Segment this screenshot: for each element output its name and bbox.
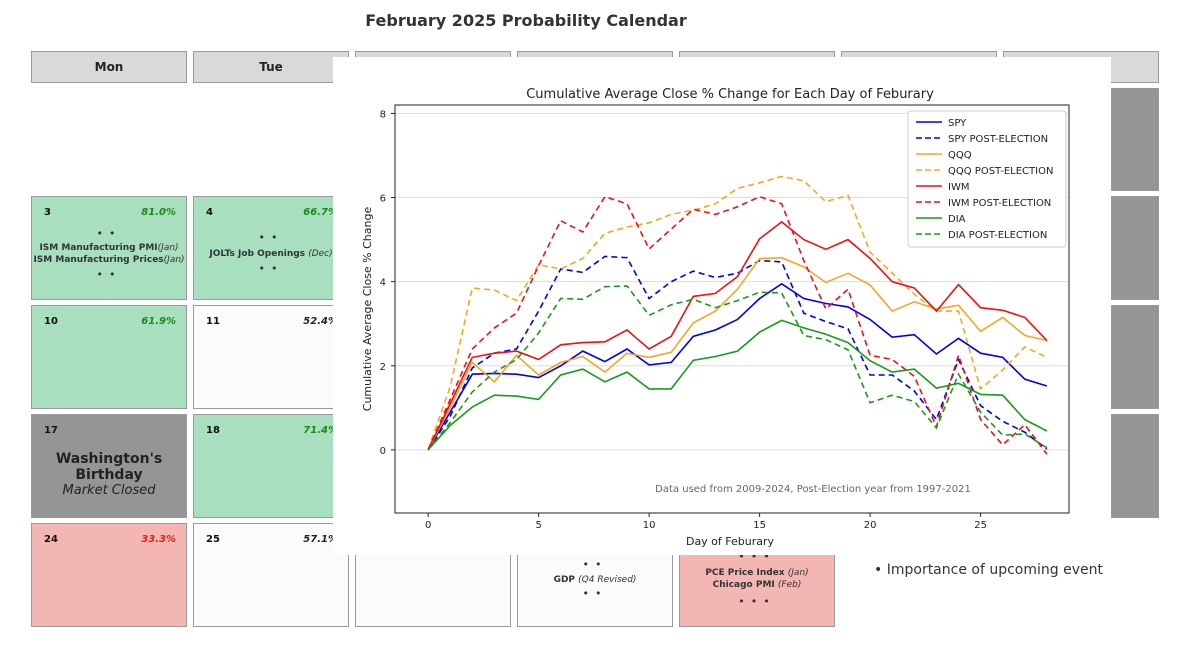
series-line-spy xyxy=(427,282,1048,451)
event-text: GDP (Q4 Revised) xyxy=(553,575,637,585)
calendar-cell xyxy=(1111,305,1159,409)
importance-dots: ••• xyxy=(738,595,776,608)
market-closed-label: Market Closed xyxy=(62,483,156,498)
legend-entry: QQQ POST-ELECTION xyxy=(948,166,1053,177)
series-line-iwm xyxy=(427,220,1048,451)
day-10-cell[interactable]: 10 61.9% xyxy=(31,305,187,409)
importance-dots: •• xyxy=(96,227,122,240)
event-text: ISM Manufacturing PMI(Jan) xyxy=(39,243,179,253)
header-tue: Tue xyxy=(193,51,349,83)
day-number: 25 xyxy=(206,534,220,545)
probability-value: 52.4% xyxy=(303,316,338,327)
probability-value: 66.7% xyxy=(303,207,338,218)
probability-value: 57.1% xyxy=(303,534,338,545)
legend-entry: SPY POST-ELECTION xyxy=(948,134,1048,145)
importance-legend-text: Importance of upcoming event xyxy=(886,562,1103,578)
holiday-label: Washington's Birthday Market Closed xyxy=(32,451,186,498)
header-mon: Mon xyxy=(31,51,187,83)
event-text: JOLTs Job Openings (Dec) xyxy=(209,249,333,259)
x-axis-label: Day of Feburary xyxy=(686,535,775,548)
day-24-cell[interactable]: 24 33.3% xyxy=(31,523,187,627)
series-line-dia xyxy=(427,319,1048,451)
plot-frame xyxy=(394,104,1070,514)
legend-entry: DIA POST-ELECTION xyxy=(948,230,1047,241)
series-line-qqq xyxy=(427,256,1048,451)
day-18-cell[interactable]: 18 71.4% xyxy=(193,414,349,518)
probability-value: 33.3% xyxy=(141,534,176,545)
legend-box xyxy=(907,110,1067,248)
legend-entry: IWM POST-ELECTION xyxy=(948,198,1051,209)
day-3-cell[interactable]: 3 81.0% •• ISM Manufacturing PMI(Jan) IS… xyxy=(31,196,187,300)
event-text: PCE Price Index (Jan) xyxy=(705,568,809,578)
series-line-iwm-post-election xyxy=(427,195,1048,455)
legend-entry: IWM xyxy=(948,182,969,193)
importance-dots: •• xyxy=(582,587,608,600)
x-tick-label: 0 xyxy=(425,520,431,531)
day-17-cell[interactable]: 17 Washington's Birthday Market Closed xyxy=(31,414,187,518)
y-tick-label: 4 xyxy=(380,278,386,289)
x-tick-label: 15 xyxy=(753,520,766,531)
series-line-spy-post-election xyxy=(427,255,1048,451)
legend-entry: SPY xyxy=(948,118,967,129)
y-tick-label: 2 xyxy=(380,362,386,373)
line-chart: Cumulative Average Close % Change for Ea… xyxy=(361,87,1070,548)
y-tick-label: 0 xyxy=(380,446,386,457)
day-number: 11 xyxy=(206,316,220,327)
importance-dots: •• xyxy=(96,268,122,281)
day-number: 17 xyxy=(44,425,58,436)
calendar-cell xyxy=(1111,414,1159,518)
legend-entry: DIA xyxy=(948,214,966,225)
importance-legend: • Importance of upcoming event xyxy=(874,562,1103,578)
day-25-cell[interactable]: 25 57.1% xyxy=(193,523,349,627)
y-axis-label: Cumulative Average Close % Change xyxy=(361,207,374,412)
day-11-cell[interactable]: 11 52.4% xyxy=(193,305,349,409)
calendar-cell xyxy=(1111,88,1159,191)
event-text: Chicago PMI (Feb) xyxy=(712,580,802,590)
probability-value: 81.0% xyxy=(141,207,176,218)
y-tick-label: 8 xyxy=(380,109,386,120)
day-number: 10 xyxy=(44,316,58,327)
importance-dots: •• xyxy=(582,558,608,571)
x-tick-label: 25 xyxy=(974,520,987,531)
x-tick-label: 10 xyxy=(643,520,656,531)
event-text: ISM Manufacturing Prices(Jan) xyxy=(33,255,185,265)
series-line-dia-post-election xyxy=(427,285,1048,451)
legend-entry: QQQ xyxy=(948,150,972,161)
chart-title: Cumulative Average Close % Change for Ea… xyxy=(526,87,934,102)
x-tick-label: 20 xyxy=(864,520,877,531)
day-number: 3 xyxy=(44,207,51,218)
chart-panel: Cumulative Average Close % Change for Ea… xyxy=(333,57,1111,555)
day-4-cell[interactable]: 4 66.7% •• JOLTs Job Openings (Dec) •• xyxy=(193,196,349,300)
calendar-title: February 2025 Probability Calendar xyxy=(365,11,687,30)
importance-dots: •• xyxy=(258,262,284,275)
holiday-name: Washington's Birthday xyxy=(55,451,163,483)
day-number: 4 xyxy=(206,207,213,218)
y-tick-label: 6 xyxy=(380,194,386,205)
series-line-qqq-post-election xyxy=(427,175,1048,451)
importance-dots: •• xyxy=(258,231,284,244)
probability-value: 61.9% xyxy=(141,316,176,327)
day-number: 18 xyxy=(206,425,220,436)
x-tick-label: 5 xyxy=(535,520,541,531)
day-number: 24 xyxy=(44,534,58,545)
chart-annotation: Data used from 2009-2024, Post-Election … xyxy=(655,484,971,495)
calendar-cell xyxy=(1111,196,1159,300)
probability-value: 71.4% xyxy=(303,425,338,436)
chart-legend: SPY SPY POST-ELECTION QQQ QQQ POST-ELECTION… xyxy=(907,110,1067,248)
